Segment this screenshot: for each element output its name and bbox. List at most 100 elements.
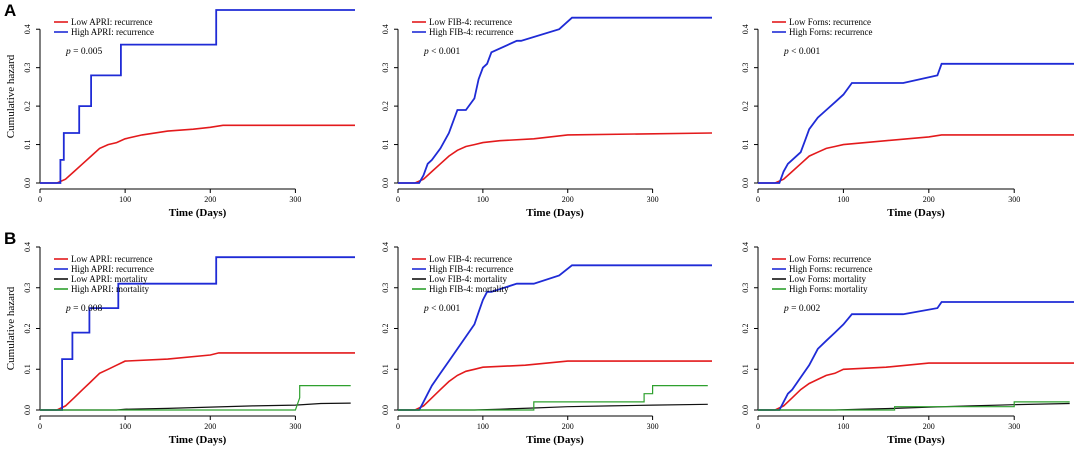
x-tick-label: 200 [204,195,216,204]
legend-entry: High APRI: mortality [71,284,150,294]
x-axis-title: Time (Days) [526,207,584,219]
x-axis-title: Time (Days) [169,207,227,219]
p-value: < 0.001 [429,47,461,57]
p-value: < 0.001 [429,304,461,314]
y-tick-label: 0.2 [381,101,390,111]
y-tick-label: 0.4 [23,242,32,252]
p-value-annotation: p < 0.001 [783,47,820,57]
y-tick-label: 0.3 [741,283,750,293]
y-tick-label: 0.3 [23,63,32,73]
x-tick-label: 0 [756,195,760,204]
legend-entry: Low FIB-4: mortality [429,274,507,284]
series-line-4 [398,385,708,411]
y-tick-label: 0.1 [741,140,750,150]
x-tick-label: 200 [923,422,935,431]
x-tick-label: 200 [923,195,935,204]
y-tick-label: 0.3 [381,63,390,73]
y-tick-label: 0.3 [23,283,32,293]
legend-entry: High APRI: recurrence [71,27,154,37]
legend-entry: High APRI: recurrence [71,264,154,274]
y-tick-label: 0.2 [741,324,750,334]
y-tick-label: 0.0 [23,178,32,188]
legend-entry: High FIB-4: recurrence [429,27,513,37]
chart-b-1: 0.0 0.1 0.2 0.3 0.4 0 100 200 300 Time (Days) Cumu… [5,242,355,446]
x-tick-label: 300 [289,195,301,204]
x-tick-label: 200 [204,422,216,431]
x-axis-title: Time (Days) [887,207,945,219]
panel-label-a: A [4,1,16,20]
x-tick-label: 0 [756,422,760,431]
legend-entry: High FIB-4: recurrence [429,264,513,274]
p-value-annotation: p < 0.001 [423,304,460,314]
series-line-1 [758,362,1074,411]
series-line-2 [398,16,712,184]
x-axis-title: Time (Days) [169,434,227,446]
y-tick-label: 0.2 [381,324,390,334]
y-tick-label: 0.4 [741,24,750,34]
y-tick-label: 0.4 [381,24,390,34]
x-tick-label: 300 [289,422,301,431]
p-symbol: p [783,304,789,314]
x-tick-label: 0 [396,195,400,204]
y-tick-label: 0.0 [23,405,32,415]
series-line-1 [398,360,712,411]
legend-entry: High Forns: recurrence [789,27,872,37]
legend-entry: High FIB-4: mortality [429,284,509,294]
y-tick-label: 0.3 [741,63,750,73]
y-tick-label: 0.1 [741,364,750,374]
series-line-1 [398,132,713,184]
series-line-4 [758,401,1070,411]
legend-entry: Low Forns: mortality [789,274,866,284]
series-line-1 [40,352,355,411]
chart-b-2: 0.0 0.1 0.2 0.3 0.4 0 100 200 300 Time (Days) Low … [381,242,712,446]
y-tick-label: 0.2 [741,101,750,111]
series-line-2 [758,301,1074,411]
y-tick-label: 0.0 [741,405,750,415]
series-line-1 [758,134,1074,184]
x-tick-label: 300 [647,195,659,204]
x-tick-label: 100 [119,195,131,204]
chart-b-3: 0.0 0.1 0.2 0.3 0.4 0 100 200 300 Time (Days) Low … [741,242,1074,446]
p-value-annotation: p < 0.001 [423,47,460,57]
legend-entry: Low APRI: recurrence [71,254,152,264]
y-tick-label: 0.2 [23,324,32,334]
y-tick-label: 0.4 [381,242,390,252]
p-value: = 0.002 [789,304,821,314]
y-tick-label: 0.1 [23,140,32,150]
x-tick-label: 0 [38,422,42,431]
y-tick-label: 0.2 [23,101,32,111]
p-symbol: p [423,304,429,314]
x-tick-label: 0 [38,195,42,204]
legend-entry: Low APRI: mortality [71,274,148,284]
p-value: = 0.005 [71,47,103,57]
y-tick-label: 0.1 [381,140,390,150]
series-line-2 [40,256,355,411]
chart-a-1: 0.0 0.1 0.2 0.3 0.4 0 100 200 300 Time (Days) Cumu… [5,9,355,219]
legend-entry: Low FIB-4: recurrence [429,254,512,264]
series-line-1 [40,124,355,184]
p-value-annotation: p = 0.002 [783,304,820,314]
legend-entry: Low APRI: recurrence [71,17,152,27]
p-value-annotation: p = 0.008 [65,304,102,314]
x-axis-title: Time (Days) [526,434,584,446]
legend-entry: Low Forns: recurrence [789,17,871,27]
y-axis-title: Cumulative hazard [5,54,17,138]
x-tick-label: 100 [119,422,131,431]
x-tick-label: 300 [1008,422,1020,431]
y-tick-label: 0.3 [381,283,390,293]
chart-a-3: 0.0 0.1 0.2 0.3 0.4 0 100 200 300 Time (Days) Low … [741,17,1074,219]
panel-label-b: B [4,229,16,248]
x-tick-label: 200 [562,195,574,204]
series-line-2 [40,9,355,184]
p-symbol: p [783,47,789,57]
x-tick-label: 100 [837,195,849,204]
x-tick-label: 300 [1008,195,1020,204]
x-axis-title: Time (Days) [887,434,945,446]
x-tick-label: 100 [837,422,849,431]
legend-entry: High Forns: mortality [789,284,868,294]
series-line-4 [40,385,351,411]
x-tick-label: 100 [477,195,489,204]
p-value: < 0.001 [789,47,821,57]
y-tick-label: 0.0 [741,178,750,188]
